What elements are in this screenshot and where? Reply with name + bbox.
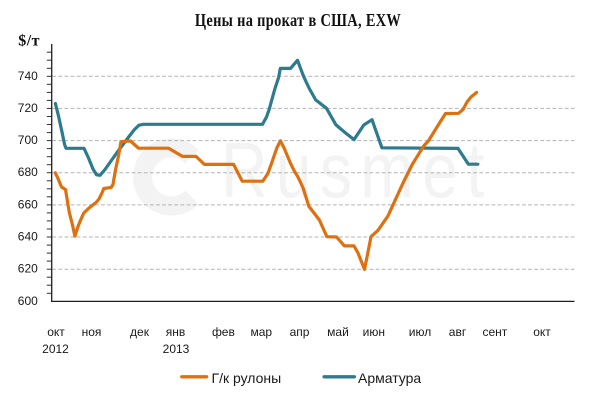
svg-text:$/т: $/т [18,33,40,50]
svg-text:дек: дек [130,325,150,339]
svg-text:Rusmet: Rusmet [221,127,493,214]
svg-text:660: 660 [18,197,38,211]
svg-text:май: май [327,325,349,339]
svg-text:620: 620 [18,262,38,276]
svg-text:авг: авг [449,325,467,339]
svg-text:окт: окт [47,325,65,339]
svg-text:600: 600 [18,294,38,308]
svg-text:680: 680 [18,165,38,179]
svg-text:740: 740 [18,69,38,83]
svg-text:сент: сент [483,325,508,339]
svg-text:янв: янв [166,325,186,339]
svg-text:фев: фев [212,325,235,339]
svg-text:640: 640 [18,230,38,244]
svg-text:Цены на прокат в США, EXW: Цены на прокат в США, EXW [195,9,402,30]
svg-text:Арматура: Арматура [358,370,421,386]
svg-text:720: 720 [18,101,38,115]
svg-text:700: 700 [18,133,38,147]
svg-text:июн: июн [363,325,385,339]
svg-text:июл: июл [409,325,431,339]
svg-text:2013: 2013 [163,342,190,356]
svg-text:окт: окт [533,325,551,339]
svg-text:Г/к рулоны: Г/к рулоны [212,370,282,386]
svg-text:мар: мар [250,325,272,339]
svg-text:2012: 2012 [42,342,69,356]
svg-text:апр: апр [290,325,310,339]
svg-text:ноя: ноя [82,325,102,339]
